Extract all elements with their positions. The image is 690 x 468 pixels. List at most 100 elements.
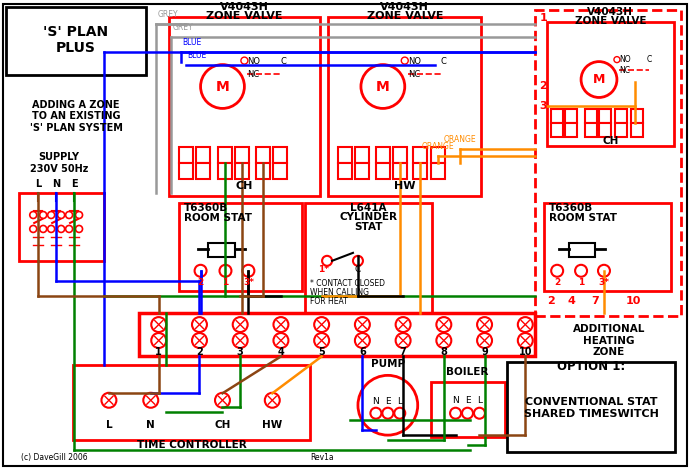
Circle shape bbox=[58, 226, 65, 233]
Circle shape bbox=[151, 333, 166, 348]
Bar bbox=[208, 243, 235, 257]
Text: ZONE VALVE: ZONE VALVE bbox=[206, 11, 283, 21]
Bar bbox=[355, 147, 369, 163]
Text: 2: 2 bbox=[196, 347, 203, 358]
Text: 2: 2 bbox=[554, 278, 560, 287]
Circle shape bbox=[195, 265, 206, 277]
Bar bbox=[393, 147, 407, 163]
Text: * CONTACT CLOSED: * CONTACT CLOSED bbox=[310, 279, 385, 288]
Text: C: C bbox=[647, 55, 652, 64]
Text: HW: HW bbox=[394, 181, 415, 191]
Text: (c) DaveGill 2006: (c) DaveGill 2006 bbox=[21, 453, 88, 462]
Text: 6: 6 bbox=[359, 347, 366, 358]
Text: NC: NC bbox=[408, 70, 420, 79]
Bar bbox=[413, 147, 426, 163]
Bar bbox=[6, 7, 146, 74]
Bar bbox=[139, 313, 535, 357]
Bar bbox=[273, 147, 287, 163]
Text: TIME CONTROLLER: TIME CONTROLLER bbox=[137, 440, 246, 450]
Circle shape bbox=[598, 265, 610, 277]
Circle shape bbox=[314, 333, 329, 348]
Text: NC: NC bbox=[619, 66, 630, 74]
Bar bbox=[376, 147, 390, 163]
Text: 10: 10 bbox=[626, 296, 642, 306]
Bar bbox=[179, 163, 193, 179]
Circle shape bbox=[40, 212, 47, 219]
Bar bbox=[615, 110, 627, 124]
Circle shape bbox=[450, 408, 461, 419]
Bar bbox=[599, 124, 611, 137]
Text: OPTION 1:: OPTION 1: bbox=[557, 360, 625, 373]
Text: NO: NO bbox=[248, 57, 260, 66]
Circle shape bbox=[575, 265, 587, 277]
Circle shape bbox=[314, 317, 329, 332]
Bar bbox=[195, 163, 210, 179]
Text: 2: 2 bbox=[547, 296, 555, 306]
Circle shape bbox=[355, 317, 370, 332]
Circle shape bbox=[474, 408, 485, 419]
Circle shape bbox=[58, 212, 65, 219]
Text: T6360B: T6360B bbox=[184, 203, 228, 213]
Text: STAT: STAT bbox=[354, 222, 383, 232]
Bar bbox=[355, 163, 369, 179]
Text: L641A: L641A bbox=[350, 203, 386, 213]
Circle shape bbox=[219, 265, 231, 277]
Circle shape bbox=[76, 212, 83, 219]
Text: 3: 3 bbox=[539, 102, 547, 111]
Text: ORANGE: ORANGE bbox=[422, 142, 454, 151]
Text: ADDITIONAL
HEATING
ZONE: ADDITIONAL HEATING ZONE bbox=[573, 324, 645, 357]
Text: 2: 2 bbox=[539, 80, 547, 90]
Text: 1: 1 bbox=[222, 278, 228, 287]
Bar bbox=[328, 17, 482, 196]
Text: BLUE: BLUE bbox=[188, 51, 207, 59]
Bar bbox=[393, 163, 407, 179]
Bar bbox=[615, 124, 627, 137]
Circle shape bbox=[395, 333, 411, 348]
Text: N: N bbox=[452, 396, 459, 405]
Text: C: C bbox=[280, 57, 286, 66]
Bar bbox=[257, 163, 270, 179]
Text: 1: 1 bbox=[578, 278, 584, 287]
Bar bbox=[551, 124, 563, 137]
Text: 3*: 3* bbox=[243, 278, 254, 287]
Circle shape bbox=[233, 317, 248, 332]
Text: PUMP: PUMP bbox=[371, 359, 405, 369]
Text: 7: 7 bbox=[400, 347, 406, 358]
Bar bbox=[179, 147, 193, 163]
Circle shape bbox=[477, 317, 492, 332]
Circle shape bbox=[241, 57, 248, 64]
Text: NC: NC bbox=[248, 70, 259, 79]
Text: L: L bbox=[477, 396, 482, 405]
Text: FOR HEAT: FOR HEAT bbox=[310, 297, 348, 306]
Bar bbox=[569, 243, 595, 257]
Text: WHEN CALLING: WHEN CALLING bbox=[310, 288, 369, 297]
Text: CYLINDER: CYLINDER bbox=[339, 212, 397, 222]
Circle shape bbox=[66, 212, 72, 219]
Bar bbox=[585, 110, 597, 124]
Circle shape bbox=[192, 317, 207, 332]
Bar bbox=[631, 110, 643, 124]
Text: T6360B: T6360B bbox=[549, 203, 593, 213]
Circle shape bbox=[551, 265, 563, 277]
Text: V4043H: V4043H bbox=[587, 7, 633, 17]
Bar bbox=[73, 366, 310, 440]
Bar bbox=[413, 163, 426, 179]
Text: L: L bbox=[35, 179, 41, 189]
Text: M: M bbox=[215, 80, 229, 94]
Bar bbox=[547, 22, 673, 146]
Text: NO: NO bbox=[408, 57, 421, 66]
Bar bbox=[273, 163, 287, 179]
Circle shape bbox=[477, 333, 492, 348]
Text: 4: 4 bbox=[277, 347, 284, 358]
Bar bbox=[544, 203, 671, 291]
Circle shape bbox=[361, 65, 405, 109]
Circle shape bbox=[66, 226, 72, 233]
Circle shape bbox=[151, 317, 166, 332]
Circle shape bbox=[273, 317, 288, 332]
Bar bbox=[565, 124, 577, 137]
Circle shape bbox=[215, 393, 230, 408]
Text: 9: 9 bbox=[481, 347, 488, 358]
Text: 1: 1 bbox=[155, 347, 162, 358]
Circle shape bbox=[436, 333, 451, 348]
Circle shape bbox=[30, 226, 37, 233]
